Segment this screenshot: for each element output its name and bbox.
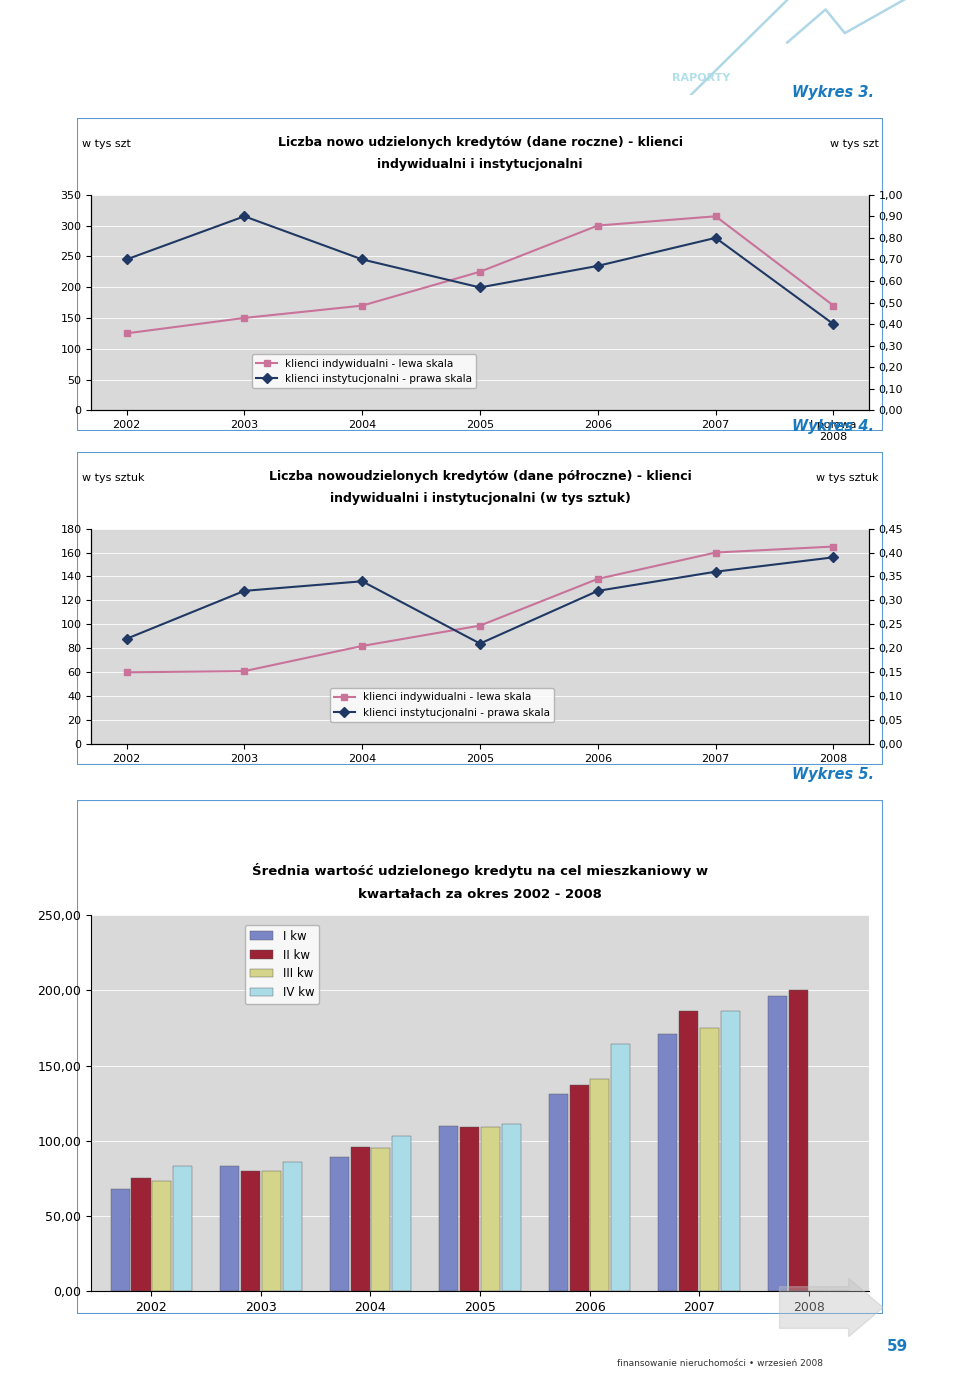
Text: w tys sztuk: w tys sztuk (82, 473, 144, 483)
Bar (110, 1189, 130, 1291)
Legend: klienci indywidualni - lewa skala, klienci instytucjonalni - prawa skala: klienci indywidualni - lewa skala, klien… (329, 689, 554, 722)
Bar (700, 1028, 719, 1291)
Text: RAPORTY: RAPORTY (672, 74, 730, 83)
Bar (392, 1136, 411, 1291)
Bar (788, 990, 807, 1291)
Bar (590, 1079, 610, 1291)
Bar (282, 1161, 301, 1291)
Bar (153, 1181, 172, 1291)
Text: Średnia wartość udzielonego kredytu na cel mieszkaniowy w: Średnia wartość udzielonego kredytu na c… (252, 862, 708, 878)
Legend: I kw, II kw, III kw, IV kw: I kw, II kw, III kw, IV kw (245, 925, 319, 1004)
Bar (768, 996, 787, 1291)
Bar (569, 1085, 588, 1291)
FancyArrow shape (780, 1278, 883, 1337)
Bar (132, 1178, 151, 1291)
Text: finansowanie nieruchomości • wrzesień 2008: finansowanie nieruchomości • wrzesień 20… (617, 1359, 823, 1367)
Bar (721, 1011, 740, 1291)
Text: Liczba nowo udzielonych kredytów (dane roczne) - klienci: Liczba nowo udzielonych kredytów (dane r… (277, 136, 683, 149)
Legend: klienci indywidualni - lewa skala, klienci instytucjonalni - prawa skala: klienci indywidualni - lewa skala, klien… (252, 355, 476, 388)
Text: indywidualni i instytucjonalni: indywidualni i instytucjonalni (377, 159, 583, 171)
Text: indywidualni i instytucjonalni (w tys sztuk): indywidualni i instytucjonalni (w tys sz… (329, 492, 631, 505)
Bar (329, 1157, 348, 1291)
Text: 59: 59 (887, 1340, 908, 1353)
Bar (612, 1045, 631, 1291)
Bar (241, 1171, 260, 1291)
Bar (350, 1146, 370, 1291)
Bar (679, 1011, 698, 1291)
Text: Wykres 4.: Wykres 4. (792, 419, 874, 434)
Bar (220, 1166, 239, 1291)
Text: w tys sztuk: w tys sztuk (816, 473, 878, 483)
Text: w tys szt: w tys szt (82, 139, 131, 149)
Bar (460, 1127, 479, 1291)
Text: Liczba nowoudzielonych kredytów (dane półroczne) - klienci: Liczba nowoudzielonych kredytów (dane pó… (269, 470, 691, 483)
Bar (549, 1095, 568, 1291)
Bar (372, 1148, 391, 1291)
Text: kwartałach za okres 2002 - 2008: kwartałach za okres 2002 - 2008 (358, 889, 602, 901)
Bar (440, 1125, 458, 1291)
Text: Wykres 5.: Wykres 5. (792, 766, 874, 782)
Bar (481, 1127, 500, 1291)
Bar (173, 1166, 192, 1291)
Bar (262, 1171, 281, 1291)
Text: w tys szt: w tys szt (829, 139, 878, 149)
Bar (659, 1034, 678, 1291)
Text: Wykres 3.: Wykres 3. (792, 85, 874, 100)
Bar (502, 1124, 520, 1291)
